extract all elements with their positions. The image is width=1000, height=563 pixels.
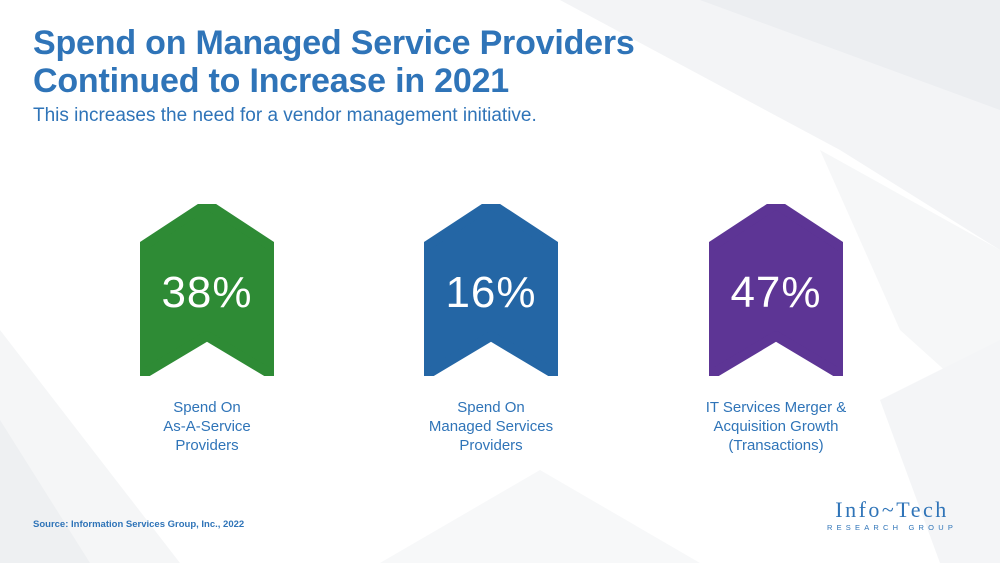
stat-badge: 38% — [140, 204, 274, 376]
stat-badge: 16% — [424, 204, 558, 376]
slide-title: Spend on Managed Service Providers Conti… — [33, 24, 933, 100]
stat-badge: 47% — [709, 204, 843, 376]
slide-title-line-2: Continued to Increase in 2021 — [33, 62, 509, 100]
badge-shape — [424, 204, 558, 376]
slide-subtitle: This increases the need for a vendor man… — [33, 105, 537, 126]
stat-as-a-service: 38% Spend On As-A-Service Providers — [97, 204, 317, 455]
up-arrow-badge-shape — [140, 204, 274, 376]
logo-wordmark: Info~Tech — [835, 497, 949, 522]
stat-label-line: Providers — [459, 437, 523, 454]
up-arrow-badge-shape — [424, 204, 558, 376]
stat-value: 47% — [730, 268, 822, 317]
stat-value: 16% — [445, 268, 537, 317]
stat-label: Spend On As-A-Service Providers — [97, 398, 317, 455]
stat-label-line: As-A-Service — [163, 418, 251, 435]
stat-label-line: Acquisition Growth — [713, 418, 839, 435]
stat-it-services-mna: 47% IT Services Merger & Acquisition Gro… — [666, 204, 886, 455]
stat-label-line: (Transactions) — [728, 437, 824, 454]
stat-managed-services: 16% Spend On Managed Services Providers — [381, 204, 601, 455]
info-tech-logo: Info~Tech RESEARCH GROUP — [812, 498, 972, 533]
stat-label-line: IT Services Merger & — [705, 399, 847, 416]
badge-shape — [709, 204, 843, 376]
stat-label: Spend On Managed Services Providers — [381, 398, 601, 455]
badge-shape — [140, 204, 274, 376]
slide-title-line-1: Spend on Managed Service Providers — [33, 24, 635, 62]
stat-value: 38% — [161, 268, 253, 317]
stat-label-line: Providers — [175, 437, 239, 454]
up-arrow-badge-shape — [709, 204, 843, 376]
source-citation: Source: Information Services Group, Inc.… — [33, 519, 245, 530]
stat-label-line: Spend On — [173, 399, 241, 416]
stat-label-line: Managed Services — [428, 418, 554, 435]
stat-label: IT Services Merger & Acquisition Growth … — [666, 398, 886, 455]
logo-tagline: RESEARCH GROUP — [826, 523, 958, 532]
stat-label-line: Spend On — [457, 399, 525, 416]
